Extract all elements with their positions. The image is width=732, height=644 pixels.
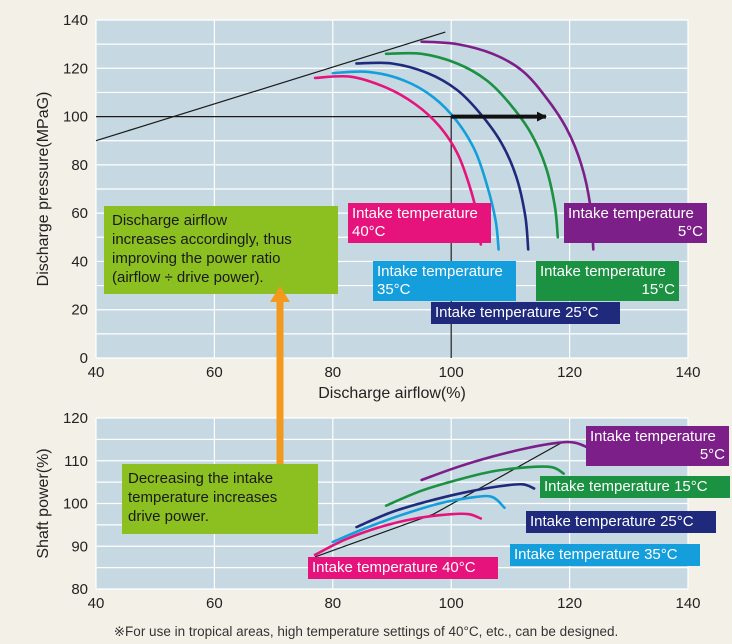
series-label-t40: Intake temperature xyxy=(352,205,478,222)
series-line-t35 xyxy=(331,70,500,251)
series-label-t25: Intake temperature 25°C xyxy=(435,304,599,321)
series-line-t5 xyxy=(420,40,595,251)
airflow-callout-text: Discharge airflow xyxy=(112,212,227,229)
power-callout-text: Decreasing the intake xyxy=(128,470,273,487)
series-label-t25-box xyxy=(526,511,716,533)
series-label-t15-box xyxy=(540,476,730,498)
pressure-chart: 40 60 80 100 120 140 0 20 40 60 80 100 120 140 Dischar… xyxy=(35,12,707,402)
surge-line xyxy=(95,31,446,142)
y-tick-label: 0 xyxy=(80,350,88,367)
y-axis-label: Discharge pressure(MPaG) xyxy=(35,92,52,287)
y-tick-label: 80 xyxy=(71,157,88,174)
series-label-t5: Intake temperature xyxy=(590,428,716,445)
series-line-t15 xyxy=(384,465,565,507)
power-callout-text: temperature increases xyxy=(128,489,277,506)
airflow-callout-text: increases accordingly, thus xyxy=(112,231,292,248)
series-label-t35-box xyxy=(373,261,516,301)
x-tick-label: 40 xyxy=(88,595,105,612)
x-tick-label: 60 xyxy=(206,595,223,612)
y-tick-label: 20 xyxy=(71,302,88,319)
power-callout-text: drive power. xyxy=(128,508,209,525)
series-label-t5: Intake temperature xyxy=(568,205,694,222)
y-tick-label: 40 xyxy=(71,253,88,270)
y-tick-label: 60 xyxy=(71,205,88,222)
x-tick-label: 140 xyxy=(675,364,700,381)
series-label-t15: Intake temperature 15°C xyxy=(544,478,708,495)
series-label-t5-box xyxy=(586,426,729,466)
series-line-t5 xyxy=(420,440,595,482)
power-chart: 40 60 80 100 120 140 80 90 100 110 120 Shaft power(… xyxy=(35,410,730,612)
x-tick-label: 80 xyxy=(324,595,341,612)
chart-svg: 40 60 80 100 120 140 0 20 40 60 80 100 120 140 Dischar… xyxy=(35,12,730,612)
x-tick-label: 80 xyxy=(324,364,341,381)
airflow-callout-box xyxy=(104,206,338,294)
series-line-t35 xyxy=(331,494,506,544)
series-label-t25: Intake temperature 25°C xyxy=(530,513,694,530)
series-label-t5-box xyxy=(564,203,707,243)
series-label-t40: 40°C xyxy=(352,223,386,240)
series-line-t40 xyxy=(313,512,483,557)
series-label-t15-box xyxy=(536,261,679,301)
y-tick-label: 90 xyxy=(71,538,88,555)
x-tick-label: 120 xyxy=(557,364,582,381)
airflow-callout-text: improving the power ratio xyxy=(112,250,280,267)
series-label-t40: Intake temperature 40°C xyxy=(312,559,476,576)
y-tick-label: 120 xyxy=(63,60,88,77)
x-tick-label: 100 xyxy=(439,364,464,381)
y-axis-label: Shaft power(%) xyxy=(35,448,52,558)
series-label-t35: 35°C xyxy=(377,281,411,298)
x-tick-label: 100 xyxy=(439,595,464,612)
series-line-t25 xyxy=(355,482,536,529)
x-tick-label: 120 xyxy=(557,595,582,612)
series-label-t35: Intake temperature xyxy=(377,263,503,280)
y-tick-label: 80 xyxy=(71,581,88,598)
series-label-t5: 5°C xyxy=(700,446,725,463)
y-tick-label: 100 xyxy=(63,496,88,513)
y-tick-label: 140 xyxy=(63,12,88,29)
y-tick-label: 120 xyxy=(63,410,88,427)
series-line-t25 xyxy=(355,61,530,251)
temperature-arrow-head xyxy=(270,286,290,302)
footnote: ※For use in tropical areas, high tempera… xyxy=(113,624,619,639)
series-label-t40-box xyxy=(348,203,491,243)
y-tick-label: 100 xyxy=(63,109,88,126)
series-line-t15 xyxy=(384,51,560,239)
series-label-t15: Intake temperature xyxy=(540,263,666,280)
x-tick-label: 40 xyxy=(88,364,105,381)
series-label-t15: 15°C xyxy=(641,281,675,298)
series-label-t25-box xyxy=(431,302,620,324)
x-tick-label: 60 xyxy=(206,364,223,381)
power-envelope-line xyxy=(314,440,564,558)
series-label-t40-box xyxy=(308,557,498,579)
airflow-callout-text: (airflow ÷ drive power). xyxy=(112,269,264,286)
power-callout-box xyxy=(122,464,318,534)
x-axis-label: Discharge airflow(%) xyxy=(318,385,466,402)
series-label-t35: Intake temperature 35°C xyxy=(514,546,678,563)
series-label-t5: 5°C xyxy=(678,223,703,240)
y-tick-label: 110 xyxy=(64,453,88,470)
x-tick-label: 140 xyxy=(675,595,700,612)
series-label-t35-box xyxy=(510,544,700,566)
